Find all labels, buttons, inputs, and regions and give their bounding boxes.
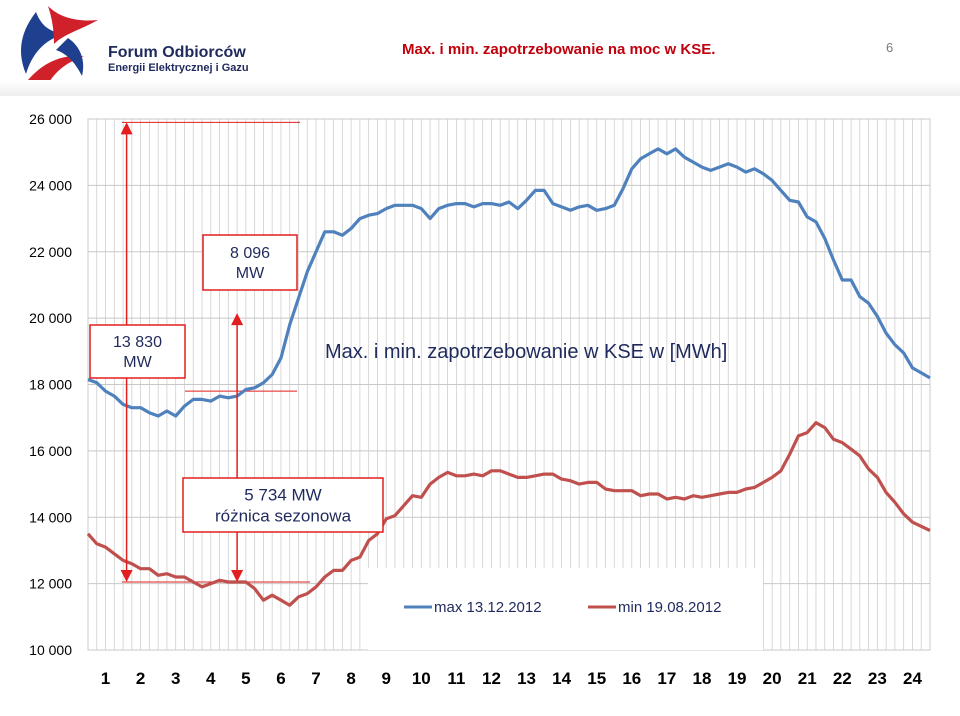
annotation-13830-text: 13 830: [113, 334, 162, 351]
arrow-8096-head-top: [231, 313, 244, 326]
logo-swirl-icon: [21, 6, 98, 84]
y-tick-label: 12 000: [29, 576, 72, 592]
x-tick-label: 13: [517, 669, 536, 688]
x-tick-label: 15: [587, 669, 606, 688]
legend-box: [368, 568, 763, 650]
y-tick-label: 26 000: [29, 111, 72, 127]
annotation-13830-text: MW: [123, 354, 152, 371]
x-tick-label: 18: [692, 669, 711, 688]
y-tick-label: 18 000: [29, 377, 72, 393]
x-tick-label: 12: [482, 669, 501, 688]
x-tick-label: 4: [206, 669, 216, 688]
y-tick-label: 16 000: [29, 443, 72, 459]
x-tick-label: 3: [171, 669, 180, 688]
y-tick-label: 20 000: [29, 310, 72, 326]
x-tick-label: 1: [101, 669, 110, 688]
y-tick-label: 24 000: [29, 177, 72, 193]
x-tick-label: 24: [903, 669, 922, 688]
annotation-13830-box: [89, 324, 186, 379]
x-tick-label: 17: [657, 669, 676, 688]
x-tick-label: 10: [412, 669, 431, 688]
legend-label-min: min 19.08.2012: [618, 599, 721, 616]
y-tick-label: 10 000: [29, 642, 72, 658]
forum-logo: Forum Odbiorców Energii Elektrycznej i G…: [8, 4, 278, 86]
y-tick-label: 22 000: [29, 244, 72, 260]
arrow-13830-head-top: [120, 122, 133, 135]
y-tick-label: 14 000: [29, 509, 72, 525]
chart-title: Max. i min. zapotrzebowanie w KSE w [MWh…: [325, 341, 727, 363]
slide-title: Max. i min. zapotrzebowanie na moc w KSE…: [402, 41, 716, 58]
x-tick-label: 14: [552, 669, 571, 688]
series-line-max: [87, 147, 931, 418]
org-name: Forum Odbiorców: [108, 44, 246, 61]
annotation-seasonal-text: 5 734 MW: [244, 485, 321, 504]
annotation-seasonal-text: różnica sezonowa: [215, 506, 352, 525]
x-tick-label: 21: [798, 669, 817, 688]
x-tick-label: 5: [241, 669, 250, 688]
series-line-min: [86, 421, 931, 607]
legend-label-max: max 13.12.2012: [434, 599, 542, 616]
x-tick-label: 19: [728, 669, 747, 688]
annotation-8096-text: MW: [236, 265, 265, 282]
x-tick-label: 23: [868, 669, 887, 688]
org-subtitle: Energii Elektrycznej i Gazu: [108, 62, 249, 74]
x-tick-label: 6: [276, 669, 285, 688]
header-divider: [0, 80, 960, 96]
demand-chart: 10 000 12 000 14 000 16 000 18 000 20 000 22 0…: [29, 111, 931, 688]
x-tick-label: 16: [622, 669, 641, 688]
arrow-13830-head-bottom: [120, 569, 133, 582]
x-tick-label: 9: [381, 669, 390, 688]
x-tick-label: 2: [136, 669, 145, 688]
annotation-seasonal-box: [182, 477, 384, 533]
slide-number: 6: [886, 40, 894, 55]
annotation-8096-box: [202, 234, 298, 291]
x-tick-label: 7: [311, 669, 320, 688]
x-tick-label: 22: [833, 669, 852, 688]
x-tick-label: 11: [447, 669, 465, 688]
x-tick-label: 8: [346, 669, 355, 688]
arrow-8096-head-bottom: [231, 569, 244, 582]
annotation-8096-text: 8 096: [230, 245, 270, 262]
x-tick-label: 20: [763, 669, 782, 688]
